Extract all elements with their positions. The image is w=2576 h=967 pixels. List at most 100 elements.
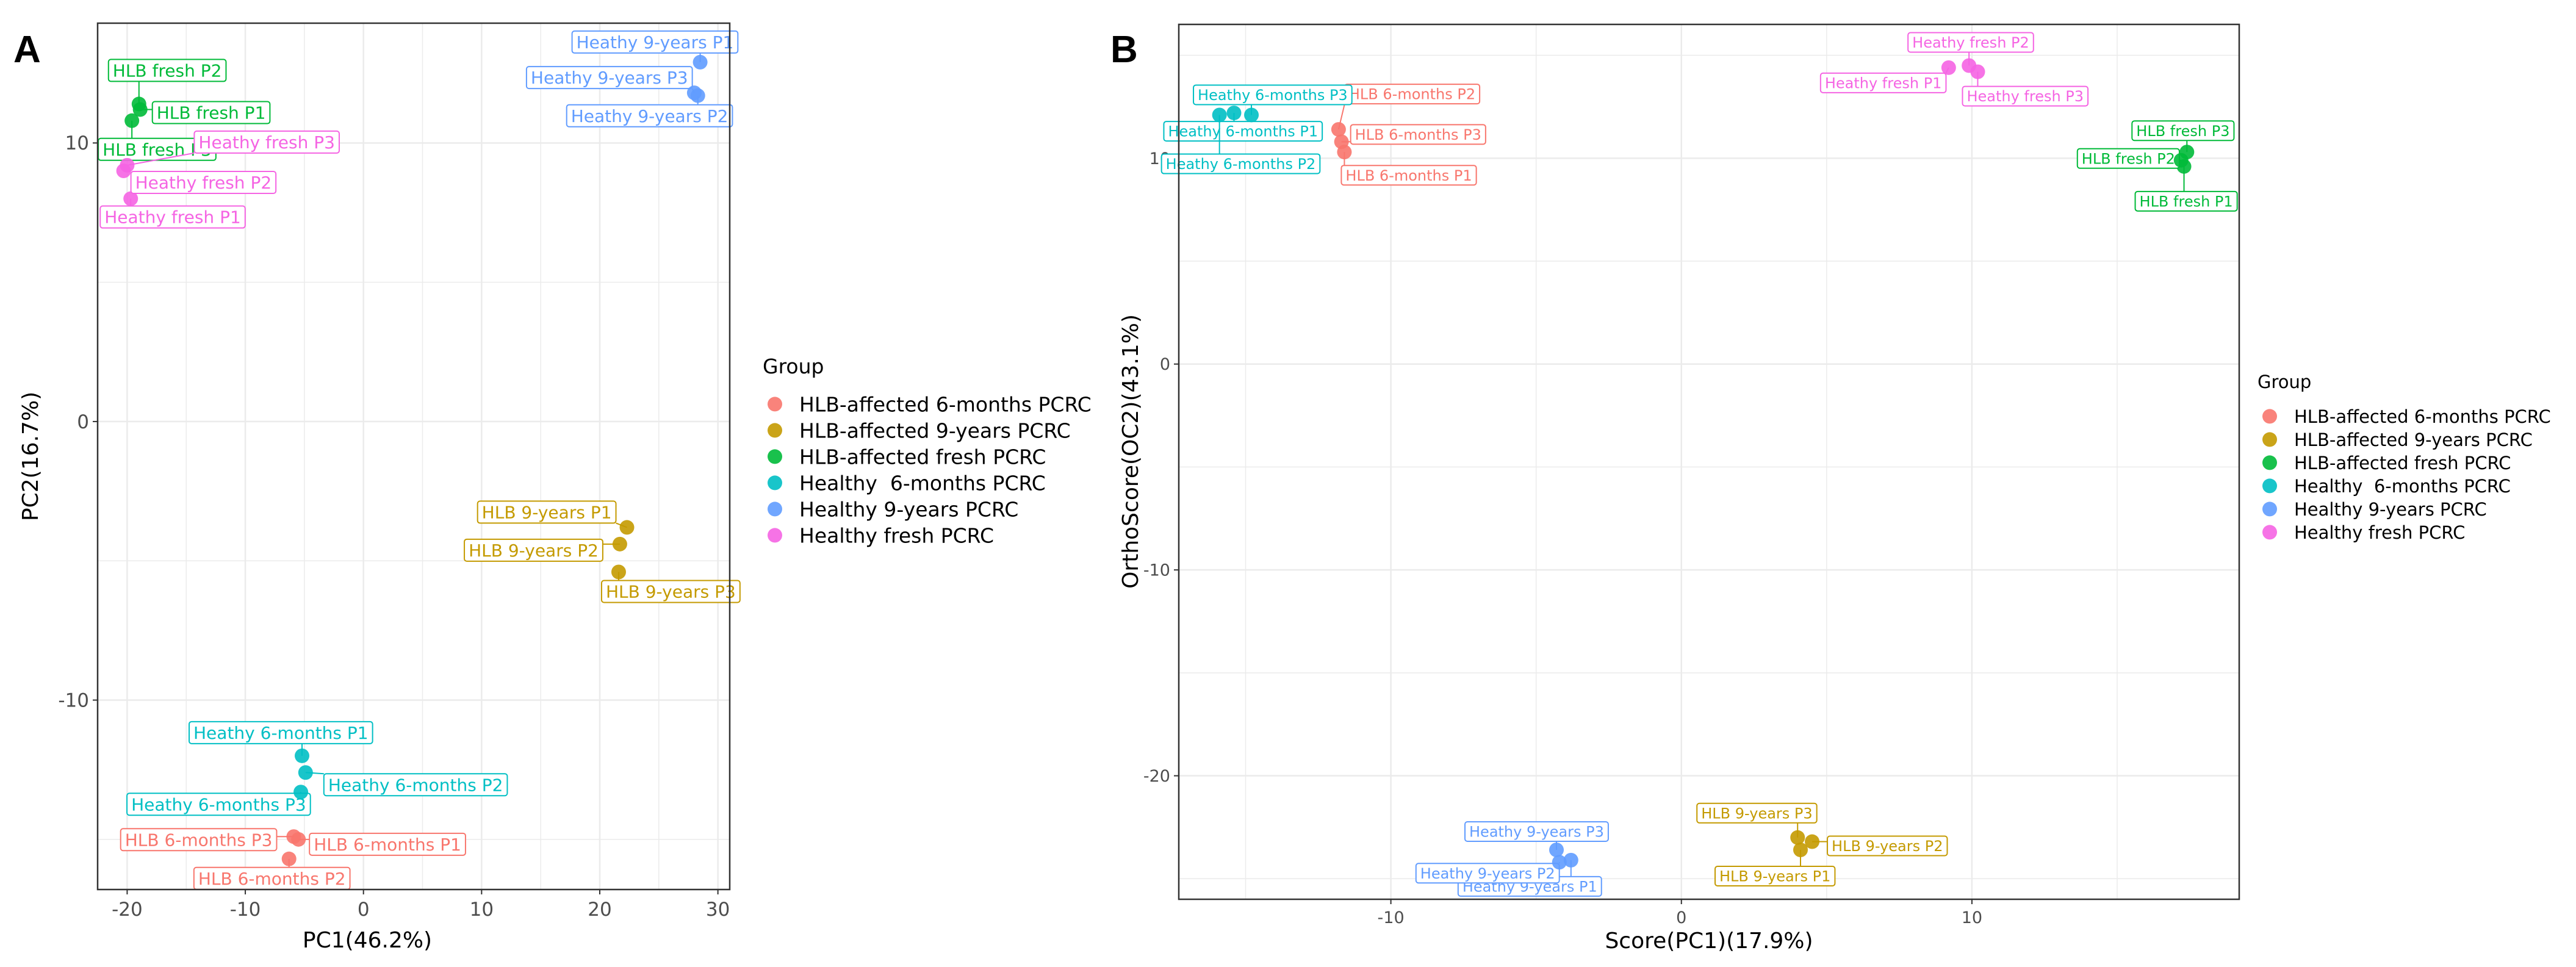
point-label-text: HLB 6-months P2 xyxy=(198,869,346,889)
legend-entry-healthy-fresh-pcrc: Healthy fresh PCRC xyxy=(768,523,994,547)
point-label-box xyxy=(99,205,246,229)
data-point xyxy=(619,520,635,535)
data-point xyxy=(1226,106,1242,121)
y-tick-label: 10 xyxy=(65,132,89,154)
point-label-text: Heathy fresh P1 xyxy=(104,207,241,228)
point-label-text: HLB 9-years P1 xyxy=(482,503,612,523)
data-point xyxy=(1970,64,1985,79)
data-point xyxy=(1334,134,1349,149)
legend-swatch xyxy=(768,397,782,412)
point-label-box xyxy=(571,30,739,54)
x-tick-label: -10 xyxy=(230,899,261,921)
point-label-text: HLB fresh P1 xyxy=(2140,193,2233,210)
point-label-text: Heathy 9-years P3 xyxy=(1469,824,1604,841)
point-label-text: HLB 6-months P1 xyxy=(1345,167,1472,184)
data-point xyxy=(1563,852,1578,868)
x-tick-label: -20 xyxy=(112,899,143,921)
legend-swatch xyxy=(768,528,782,543)
point-label-heathy-fresh-p2: Heathy fresh P2 xyxy=(123,170,277,194)
data-point xyxy=(131,96,146,112)
point-label-text: Heathy 9-years P2 xyxy=(571,106,729,126)
point-label-box xyxy=(1907,32,2034,53)
legend-swatch xyxy=(2262,525,2277,540)
point-label-heathy-fresh-p3: Heathy fresh P3 xyxy=(1962,71,2089,107)
data-point xyxy=(293,785,309,800)
data-point xyxy=(281,851,297,866)
data-point xyxy=(693,54,708,70)
point-label-heathy-fresh-p3: Heathy fresh P3 xyxy=(127,130,340,166)
point-label-hlb-6-months-p2: HLB 6-months P2 xyxy=(1337,84,1481,130)
point-label-box xyxy=(1962,85,2089,107)
series-hlb-affected-fresh-pcrc: HLB fresh P1 HLB fresh P2 HLB fresh P3 xyxy=(2076,120,2238,212)
panel-letter-a: A xyxy=(13,29,41,71)
y-axis-title: PC2(16.7%) xyxy=(18,392,43,521)
point-label-text: HLB fresh P2 xyxy=(2082,150,2175,167)
x-tick-label: 0 xyxy=(1676,908,1686,927)
point-label-box xyxy=(464,538,603,562)
legend-entry-hlb-affected-fresh-pcrc: HLB-affected fresh PCRC xyxy=(768,445,1046,469)
legend-entry-healthy-9-years-pcrc: Healthy 9-years PCRC xyxy=(2262,499,2487,520)
point-label-text: HLB 9-years P2 xyxy=(1832,838,1943,855)
series-hlb-affected-6-months-pcrc: HLB 6-months P1 HLB 6-months P2 HLB 6-mont… xyxy=(120,828,466,890)
point-label-hlb-6-months-p3: HLB 6-months P3 xyxy=(120,828,294,852)
data-point xyxy=(120,157,135,173)
point-label-box xyxy=(2134,190,2238,212)
legend-entry-hlb-affected-9-years-pcrc: HLB-affected 9-years PCRC xyxy=(2262,430,2533,450)
point-label-text: Heathy 6-months P1 xyxy=(193,723,369,743)
point-label-hlb-9-years-p3: HLB 9-years P3 xyxy=(1696,802,1818,838)
point-label-heathy-fresh-p1: Heathy fresh P1 xyxy=(99,198,246,229)
point-label-hlb-fresh-p1: HLB fresh P1 xyxy=(140,101,271,124)
legend-swatch xyxy=(768,501,782,517)
panel-letter-b: B xyxy=(1110,29,1138,71)
point-label-hlb-9-years-p2: HLB 9-years P2 xyxy=(464,538,620,562)
legend-entry-healthy-6-months-pcrc: Healthy 6-months PCRC xyxy=(768,471,1046,495)
point-label-text: Heathy 9-years P3 xyxy=(531,68,688,88)
point-label-heathy-9-years-p3: Heathy 9-years P3 xyxy=(525,66,695,93)
data-point xyxy=(611,564,626,580)
legend-b: Group HLB-affected 6-months PCRC HLB-affec… xyxy=(2258,372,2551,543)
point-label-box xyxy=(1696,802,1818,824)
legend-title: Group xyxy=(2258,372,2311,392)
point-label-hlb-6-months-p1: HLB 6-months P1 xyxy=(298,832,466,856)
point-label-box xyxy=(1464,821,1609,843)
x-tick-label: 10 xyxy=(470,899,494,921)
legend-label: Healthy 6-months PCRC xyxy=(799,471,1046,495)
point-label-hlb-fresh-p3: HLB fresh P3 xyxy=(2131,120,2235,153)
point-label-text: Heathy fresh P1 xyxy=(1825,74,1942,92)
x-tick-label: -10 xyxy=(1378,908,1405,927)
legend-swatch xyxy=(768,423,782,438)
data-point xyxy=(1244,107,1259,123)
point-label-heathy-fresh-p2: Heathy fresh P2 xyxy=(1907,32,2034,66)
point-label-text: HLB 6-months P1 xyxy=(314,835,461,855)
point-label-text: Heathy 9-years P2 xyxy=(1420,865,1555,882)
legend-entry-healthy-fresh-pcrc: Healthy fresh PCRC xyxy=(2262,522,2465,543)
x-axis-title: PC1(46.2%) xyxy=(303,928,432,953)
series-hlb-affected-6-months-pcrc: HLB 6-months P1 HLB 6-months P2 HLB 6-mont… xyxy=(1331,84,1486,186)
point-label-box xyxy=(120,828,278,852)
point-label-hlb-6-months-p3: HLB 6-months P3 xyxy=(1341,124,1486,145)
point-label-hlb-fresh-p2: HLB fresh P2 xyxy=(2076,148,2181,169)
legend-label: Healthy fresh PCRC xyxy=(2294,522,2465,543)
series-healthy-fresh-pcrc: Heathy fresh P1 Heathy fresh P2 Heathy fre… xyxy=(1819,32,2089,107)
series-healthy-fresh-pcrc: Heathy fresh P1 Heathy fresh P2 Heathy fre… xyxy=(99,130,340,229)
point-label-box xyxy=(1340,165,1477,186)
point-label-hlb-9-years-p3: HLB 9-years P3 xyxy=(600,572,741,603)
legend-swatch xyxy=(768,449,782,464)
point-label-heathy-9-years-p2: Heathy 9-years P2 xyxy=(566,95,733,128)
legend-title: Group xyxy=(763,354,824,378)
point-label-text: Heathy 6-months P2 xyxy=(1166,156,1316,173)
legend-label: HLB-affected 6-months PCRC xyxy=(799,392,1092,416)
data-point xyxy=(123,191,139,206)
legend-label: Healthy 9-years PCRC xyxy=(799,497,1018,521)
legend-entry-hlb-affected-6-months-pcrc: HLB-affected 6-months PCRC xyxy=(768,392,1092,416)
data-point xyxy=(1941,60,1956,75)
point-label-text: Heathy fresh P3 xyxy=(198,132,335,153)
legend-entry-hlb-affected-6-months-pcrc: HLB-affected 6-months PCRC xyxy=(2262,406,2551,427)
point-label-heathy-6-months-p2: Heathy 6-months P2 xyxy=(1160,115,1321,174)
point-label-box xyxy=(1714,866,1836,887)
point-label-text: HLB 9-years P1 xyxy=(1719,868,1830,885)
point-label-box xyxy=(1827,835,1948,857)
data-point xyxy=(1212,107,1227,123)
